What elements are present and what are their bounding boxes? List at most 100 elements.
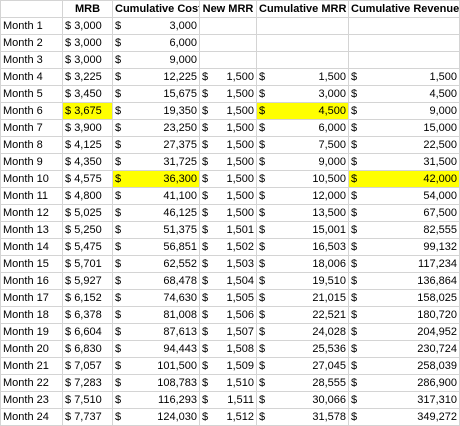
cell-cumulative-cost[interactable]: $116,293 — [112, 391, 200, 409]
cell-mrb[interactable]: $ 7,737 — [62, 408, 113, 426]
cell-cumulative-revenue[interactable]: $42,000 — [348, 170, 460, 188]
cell-row-label[interactable]: Month 4 — [0, 68, 63, 86]
cell-cumulative-cost[interactable]: $3,000 — [112, 17, 200, 35]
cell-row-label[interactable]: Month 8 — [0, 136, 63, 154]
cell-mrb[interactable]: $ 3,675 — [62, 102, 113, 120]
cell-mrb[interactable]: $ 4,125 — [62, 136, 113, 154]
cell-new-mrr[interactable]: $1,500 — [199, 68, 257, 86]
cell-new-mrr[interactable]: $1,504 — [199, 272, 257, 290]
cell-new-mrr[interactable]: $1,500 — [199, 204, 257, 222]
cell-row-label[interactable]: Month 3 — [0, 51, 63, 69]
cell-cumulative-revenue[interactable]: $67,500 — [348, 204, 460, 222]
cell-cumulative-revenue[interactable]: $22,500 — [348, 136, 460, 154]
cell-cumulative-cost[interactable]: $23,250 — [112, 119, 200, 137]
cell-mrb[interactable]: $ 3,450 — [62, 85, 113, 103]
cell-row-label[interactable]: Month 14 — [0, 238, 63, 256]
cell-mrb[interactable]: $ 6,152 — [62, 289, 113, 307]
cell-cumulative-revenue[interactable]: $258,039 — [348, 357, 460, 375]
cell-row-label[interactable]: Month 12 — [0, 204, 63, 222]
cell-cumulative-cost[interactable]: $101,500 — [112, 357, 200, 375]
cell-new-mrr[interactable]: $1,510 — [199, 374, 257, 392]
cell-cumulative-cost[interactable]: $94,443 — [112, 340, 200, 358]
cell-cumulative-revenue[interactable] — [348, 51, 460, 69]
cell-row-label[interactable]: Month 20 — [0, 340, 63, 358]
cell-mrb[interactable]: $ 6,378 — [62, 306, 113, 324]
cell-mrb[interactable]: $ 4,350 — [62, 153, 113, 171]
cell-row-label[interactable]: Month 18 — [0, 306, 63, 324]
cell-row-label[interactable]: Month 6 — [0, 102, 63, 120]
cell-mrb[interactable]: $ 4,575 — [62, 170, 113, 188]
cell-mrb[interactable]: $ 5,025 — [62, 204, 113, 222]
cell-mrb[interactable]: $ 6,830 — [62, 340, 113, 358]
cell-new-mrr[interactable]: $1,509 — [199, 357, 257, 375]
cell-new-mrr[interactable]: $1,500 — [199, 170, 257, 188]
cell-mrb[interactable]: $ 3,000 — [62, 17, 113, 35]
cell-cumulative-revenue[interactable]: $349,272 — [348, 408, 460, 426]
cell-cumulative-revenue[interactable]: $286,900 — [348, 374, 460, 392]
cell-row-label[interactable]: Month 5 — [0, 85, 63, 103]
cell-mrb[interactable]: $ 5,701 — [62, 255, 113, 273]
cell-cumulative-cost[interactable]: $74,630 — [112, 289, 200, 307]
cell-new-mrr[interactable]: $1,501 — [199, 221, 257, 239]
cell-cumulative-cost[interactable]: $68,478 — [112, 272, 200, 290]
cell-row-label[interactable]: Month 24 — [0, 408, 63, 426]
cell-row-label[interactable]: Month 10 — [0, 170, 63, 188]
cell-row-label[interactable]: Month 15 — [0, 255, 63, 273]
cell-cumulative-mrr[interactable]: $24,028 — [256, 323, 349, 341]
cell-cumulative-mrr[interactable]: $7,500 — [256, 136, 349, 154]
cell-cumulative-mrr[interactable] — [256, 34, 349, 52]
cell-cumulative-mrr[interactable]: $3,000 — [256, 85, 349, 103]
header-cell-cumulative-mrr[interactable]: Cumulative MRR — [256, 0, 349, 18]
cell-cumulative-mrr[interactable]: $15,001 — [256, 221, 349, 239]
cell-cumulative-mrr[interactable]: $18,006 — [256, 255, 349, 273]
cell-cumulative-revenue[interactable]: $180,720 — [348, 306, 460, 324]
cell-cumulative-mrr[interactable]: $16,503 — [256, 238, 349, 256]
cell-new-mrr[interactable]: $1,500 — [199, 187, 257, 205]
cell-row-label[interactable]: Month 13 — [0, 221, 63, 239]
cell-cumulative-mrr[interactable]: $21,015 — [256, 289, 349, 307]
cell-cumulative-cost[interactable]: $62,552 — [112, 255, 200, 273]
cell-mrb[interactable]: $ 5,250 — [62, 221, 113, 239]
cell-cumulative-mrr[interactable]: $31,578 — [256, 408, 349, 426]
cell-new-mrr[interactable]: $1,500 — [199, 119, 257, 137]
cell-row-label[interactable]: Month 19 — [0, 323, 63, 341]
cell-cumulative-mrr[interactable]: $1,500 — [256, 68, 349, 86]
cell-cumulative-cost[interactable]: $81,008 — [112, 306, 200, 324]
cell-cumulative-revenue[interactable] — [348, 34, 460, 52]
header-cell-new-mrr[interactable]: New MRR — [199, 0, 257, 18]
cell-mrb[interactable]: $ 4,800 — [62, 187, 113, 205]
cell-new-mrr[interactable]: $1,508 — [199, 340, 257, 358]
cell-cumulative-mrr[interactable] — [256, 17, 349, 35]
cell-cumulative-mrr[interactable]: $6,000 — [256, 119, 349, 137]
cell-cumulative-mrr[interactable]: $10,500 — [256, 170, 349, 188]
header-cell-mrb[interactable]: MRB — [62, 0, 113, 18]
header-cell-cumulative-revenue[interactable]: Cumulative Revenue — [348, 0, 460, 18]
cell-cumulative-mrr[interactable]: $25,536 — [256, 340, 349, 358]
header-cell-label[interactable] — [0, 0, 63, 18]
cell-mrb[interactable]: $ 7,510 — [62, 391, 113, 409]
cell-row-label[interactable]: Month 9 — [0, 153, 63, 171]
cell-new-mrr[interactable]: $1,512 — [199, 408, 257, 426]
cell-row-label[interactable]: Month 11 — [0, 187, 63, 205]
cell-cumulative-cost[interactable]: $46,125 — [112, 204, 200, 222]
cell-cumulative-mrr[interactable]: $19,510 — [256, 272, 349, 290]
cell-mrb[interactable]: $ 7,057 — [62, 357, 113, 375]
cell-new-mrr[interactable]: $1,506 — [199, 306, 257, 324]
cell-cumulative-cost[interactable]: $108,783 — [112, 374, 200, 392]
cell-cumulative-cost[interactable]: $87,613 — [112, 323, 200, 341]
cell-row-label[interactable]: Month 7 — [0, 119, 63, 137]
cell-cumulative-revenue[interactable]: $9,000 — [348, 102, 460, 120]
cell-new-mrr[interactable]: $1,500 — [199, 85, 257, 103]
cell-cumulative-revenue[interactable]: $99,132 — [348, 238, 460, 256]
cell-row-label[interactable]: Month 1 — [0, 17, 63, 35]
header-cell-cumulative-cost[interactable]: Cumulative Cost — [112, 0, 200, 18]
cell-mrb[interactable]: $ 3,000 — [62, 34, 113, 52]
cell-cumulative-cost[interactable]: $15,675 — [112, 85, 200, 103]
cell-mrb[interactable]: $ 5,475 — [62, 238, 113, 256]
cell-cumulative-cost[interactable]: $51,375 — [112, 221, 200, 239]
cell-cumulative-cost[interactable]: $56,851 — [112, 238, 200, 256]
cell-new-mrr[interactable]: $1,511 — [199, 391, 257, 409]
cell-new-mrr[interactable]: $1,500 — [199, 153, 257, 171]
cell-cumulative-revenue[interactable] — [348, 17, 460, 35]
cell-cumulative-mrr[interactable]: $4,500 — [256, 102, 349, 120]
